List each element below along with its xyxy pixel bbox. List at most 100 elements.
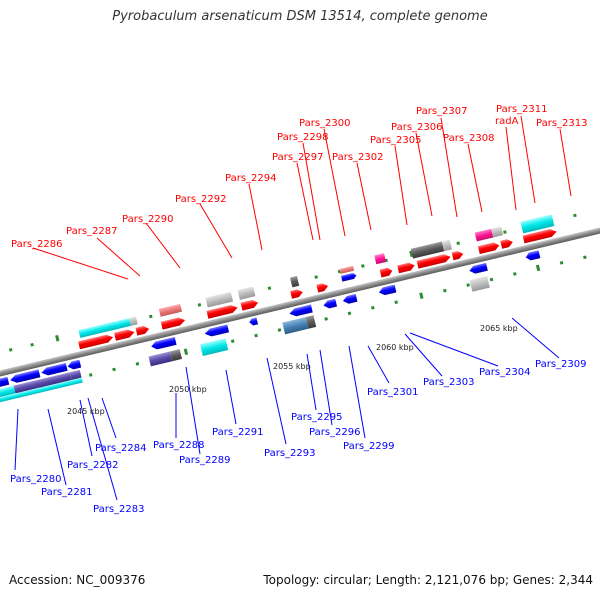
- feature-purple[interactable]: [70, 369, 82, 380]
- gene-label[interactable]: Pars_2306: [391, 122, 442, 133]
- gene-label[interactable]: Pars_2281: [41, 487, 92, 498]
- gene-forward[interactable]: [206, 304, 239, 319]
- feature-cyan[interactable]: [78, 320, 120, 338]
- gene-forward[interactable]: [379, 267, 394, 278]
- tick-label: 2055 kbp: [273, 362, 311, 371]
- reverse-features: [0, 275, 490, 404]
- tick-label: 2060 kbp: [376, 343, 414, 352]
- gene-reverse[interactable]: [289, 304, 313, 318]
- gene-label[interactable]: Pars_2290: [122, 214, 173, 225]
- gene-forward[interactable]: [290, 288, 304, 299]
- feature-cyan[interactable]: [200, 338, 229, 356]
- gene-forward[interactable]: [416, 253, 452, 269]
- accession-label: Accession: NC_009376: [9, 573, 146, 587]
- gene-label[interactable]: Pars_2296: [309, 427, 360, 438]
- gene-reverse[interactable]: [40, 362, 68, 377]
- gene-label[interactable]: Pars_2295: [291, 412, 342, 423]
- feature-gray[interactable]: [441, 239, 452, 252]
- feature-dark[interactable]: [290, 276, 300, 288]
- gene-reverse[interactable]: [249, 317, 259, 327]
- feature-purple[interactable]: [13, 372, 72, 394]
- gene-reverse[interactable]: [323, 298, 338, 310]
- gene-label[interactable]: Pars_2291: [212, 427, 263, 438]
- gene-reverse[interactable]: [342, 293, 358, 305]
- gene-label[interactable]: Pars_2286: [11, 239, 62, 250]
- gene-label[interactable]: Pars_2308: [443, 133, 494, 144]
- feature-gray[interactable]: [129, 316, 138, 326]
- gene-reverse[interactable]: [204, 324, 230, 337]
- feature-dark[interactable]: [410, 241, 445, 259]
- bottom-leader-lines: [14, 317, 560, 501]
- gene-label[interactable]: Pars_2287: [66, 226, 117, 237]
- bottom-labels: Pars_2280 Pars_2281 Pars_2282 Pars_2283 …: [10, 359, 586, 515]
- gene-label[interactable]: Pars_2288: [153, 440, 204, 451]
- gene-forward[interactable]: [135, 325, 151, 336]
- genome-track: [0, 213, 600, 404]
- gene-forward[interactable]: [240, 299, 259, 311]
- gene-label[interactable]: Pars_2301: [367, 387, 418, 398]
- feature-dark[interactable]: [169, 349, 182, 362]
- gene-reverse[interactable]: [468, 262, 488, 275]
- feature-cyan[interactable]: [117, 318, 131, 329]
- gene-label[interactable]: Pars_2305: [370, 135, 421, 146]
- feature-magenta[interactable]: [374, 253, 387, 265]
- tick-labels: 2045 kbp 2050 kbp 2055 kbp 2060 kbp 2065…: [67, 324, 518, 416]
- gene-reverse[interactable]: [0, 376, 10, 389]
- gene-forward[interactable]: [78, 333, 114, 350]
- gene-reverse[interactable]: [9, 369, 41, 384]
- top-leader-lines: [32, 115, 572, 280]
- map-title: Pyrobaculum arsenaticum DSM 13514, compl…: [112, 9, 488, 24]
- gene-label[interactable]: Pars_2293: [264, 448, 315, 459]
- gene-reverse[interactable]: [525, 250, 541, 261]
- gene-forward[interactable]: [522, 228, 558, 244]
- gene-label[interactable]: Pars_2298: [277, 132, 328, 143]
- gene-label[interactable]: Pars_2282: [67, 460, 118, 471]
- gene-label[interactable]: Pars_2292: [175, 194, 226, 205]
- feature-cyan[interactable]: [520, 214, 555, 234]
- gene-forward[interactable]: [114, 328, 135, 341]
- top-labels: Pars_2286 Pars_2287 Pars_2290 Pars_2292 …: [11, 104, 587, 250]
- gene-label[interactable]: Pars_2302: [332, 152, 383, 163]
- gene-forward[interactable]: [451, 250, 465, 261]
- feature-dark[interactable]: [305, 315, 317, 329]
- gene-label[interactable]: Pars_2311: [496, 104, 547, 115]
- topology-label: Topology: circular; Length: 2,121,076 bp…: [263, 573, 593, 587]
- feature-gray[interactable]: [491, 226, 504, 238]
- gene-label[interactable]: Pars_2309: [535, 359, 586, 370]
- gene-label[interactable]: radA: [495, 116, 519, 127]
- gene-forward[interactable]: [316, 282, 329, 293]
- gene-reverse[interactable]: [67, 359, 82, 371]
- gene-label[interactable]: Pars_2300: [299, 118, 350, 129]
- gene-label[interactable]: Pars_2303: [423, 377, 474, 388]
- gene-forward[interactable]: [477, 241, 500, 255]
- gene-forward[interactable]: [397, 262, 415, 274]
- feature-gray[interactable]: [469, 275, 490, 292]
- forward-features: [78, 214, 555, 338]
- gene-label[interactable]: Pars_2307: [416, 106, 467, 117]
- gene-forward[interactable]: [160, 316, 186, 330]
- feature-pink[interactable]: [158, 303, 183, 317]
- feature-steel[interactable]: [282, 317, 309, 335]
- gene-label[interactable]: Pars_2284: [95, 443, 146, 454]
- gene-reverse[interactable]: [386, 284, 397, 295]
- feature-cyan[interactable]: [0, 377, 83, 404]
- feature-cyan[interactable]: [0, 385, 16, 399]
- gene-reverse[interactable]: [160, 336, 177, 348]
- gene-label[interactable]: Pars_2304: [479, 367, 530, 378]
- gene-reverse[interactable]: [150, 339, 167, 350]
- gene-label[interactable]: Pars_2294: [225, 173, 276, 184]
- feature-magenta[interactable]: [474, 228, 494, 242]
- feature-purple[interactable]: [148, 351, 173, 367]
- gene-label[interactable]: Pars_2283: [93, 504, 144, 515]
- gene-label[interactable]: Pars_2313: [536, 118, 587, 129]
- gene-label[interactable]: Pars_2289: [179, 455, 230, 466]
- gene-label[interactable]: Pars_2299: [343, 441, 394, 452]
- feature-gray[interactable]: [237, 286, 256, 300]
- gene-label[interactable]: Pars_2280: [10, 474, 61, 485]
- gene-reverse[interactable]: [341, 272, 357, 282]
- feature-gray[interactable]: [205, 291, 234, 308]
- feature-pink[interactable]: [339, 265, 355, 274]
- gene-forward[interactable]: [500, 238, 514, 249]
- gene-label[interactable]: Pars_2297: [272, 152, 323, 163]
